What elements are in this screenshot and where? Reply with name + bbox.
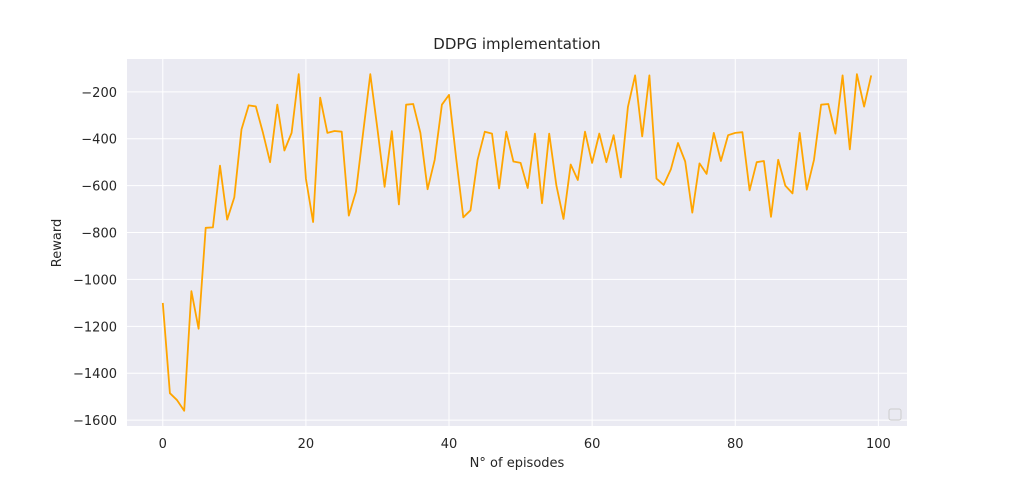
plot-area [127, 59, 907, 426]
y-tick-label: −800 [81, 227, 117, 242]
x-tick-label: 100 [866, 437, 891, 452]
y-tick-label: −1200 [73, 320, 117, 335]
y-tick-label: −1600 [73, 414, 117, 429]
legend-box [888, 408, 902, 421]
x-tick-label: 0 [159, 437, 167, 452]
x-tick-label: 60 [584, 437, 601, 452]
x-axis-label: N° of episodes [470, 456, 565, 471]
x-tick-label: 80 [727, 437, 744, 452]
y-tick-label: −200 [81, 86, 117, 101]
tick-labels: 0 20 40 60 80 100 −1600 −1400 −1200 −1000 −800 −600… [73, 86, 891, 452]
legend [888, 408, 902, 421]
x-tick-label: 20 [298, 437, 315, 452]
y-tick-label: −1400 [73, 367, 117, 382]
y-axis-label: Reward [50, 219, 65, 267]
y-tick-label: −400 [81, 133, 117, 148]
grid [127, 59, 907, 426]
x-tick-label: 40 [441, 437, 458, 452]
series-line [161, 73, 873, 412]
chart-title: DDPG implementation [433, 35, 600, 53]
y-tick-label: −600 [81, 180, 117, 195]
y-tick-label: −1000 [73, 273, 117, 288]
series-layer [161, 73, 873, 412]
